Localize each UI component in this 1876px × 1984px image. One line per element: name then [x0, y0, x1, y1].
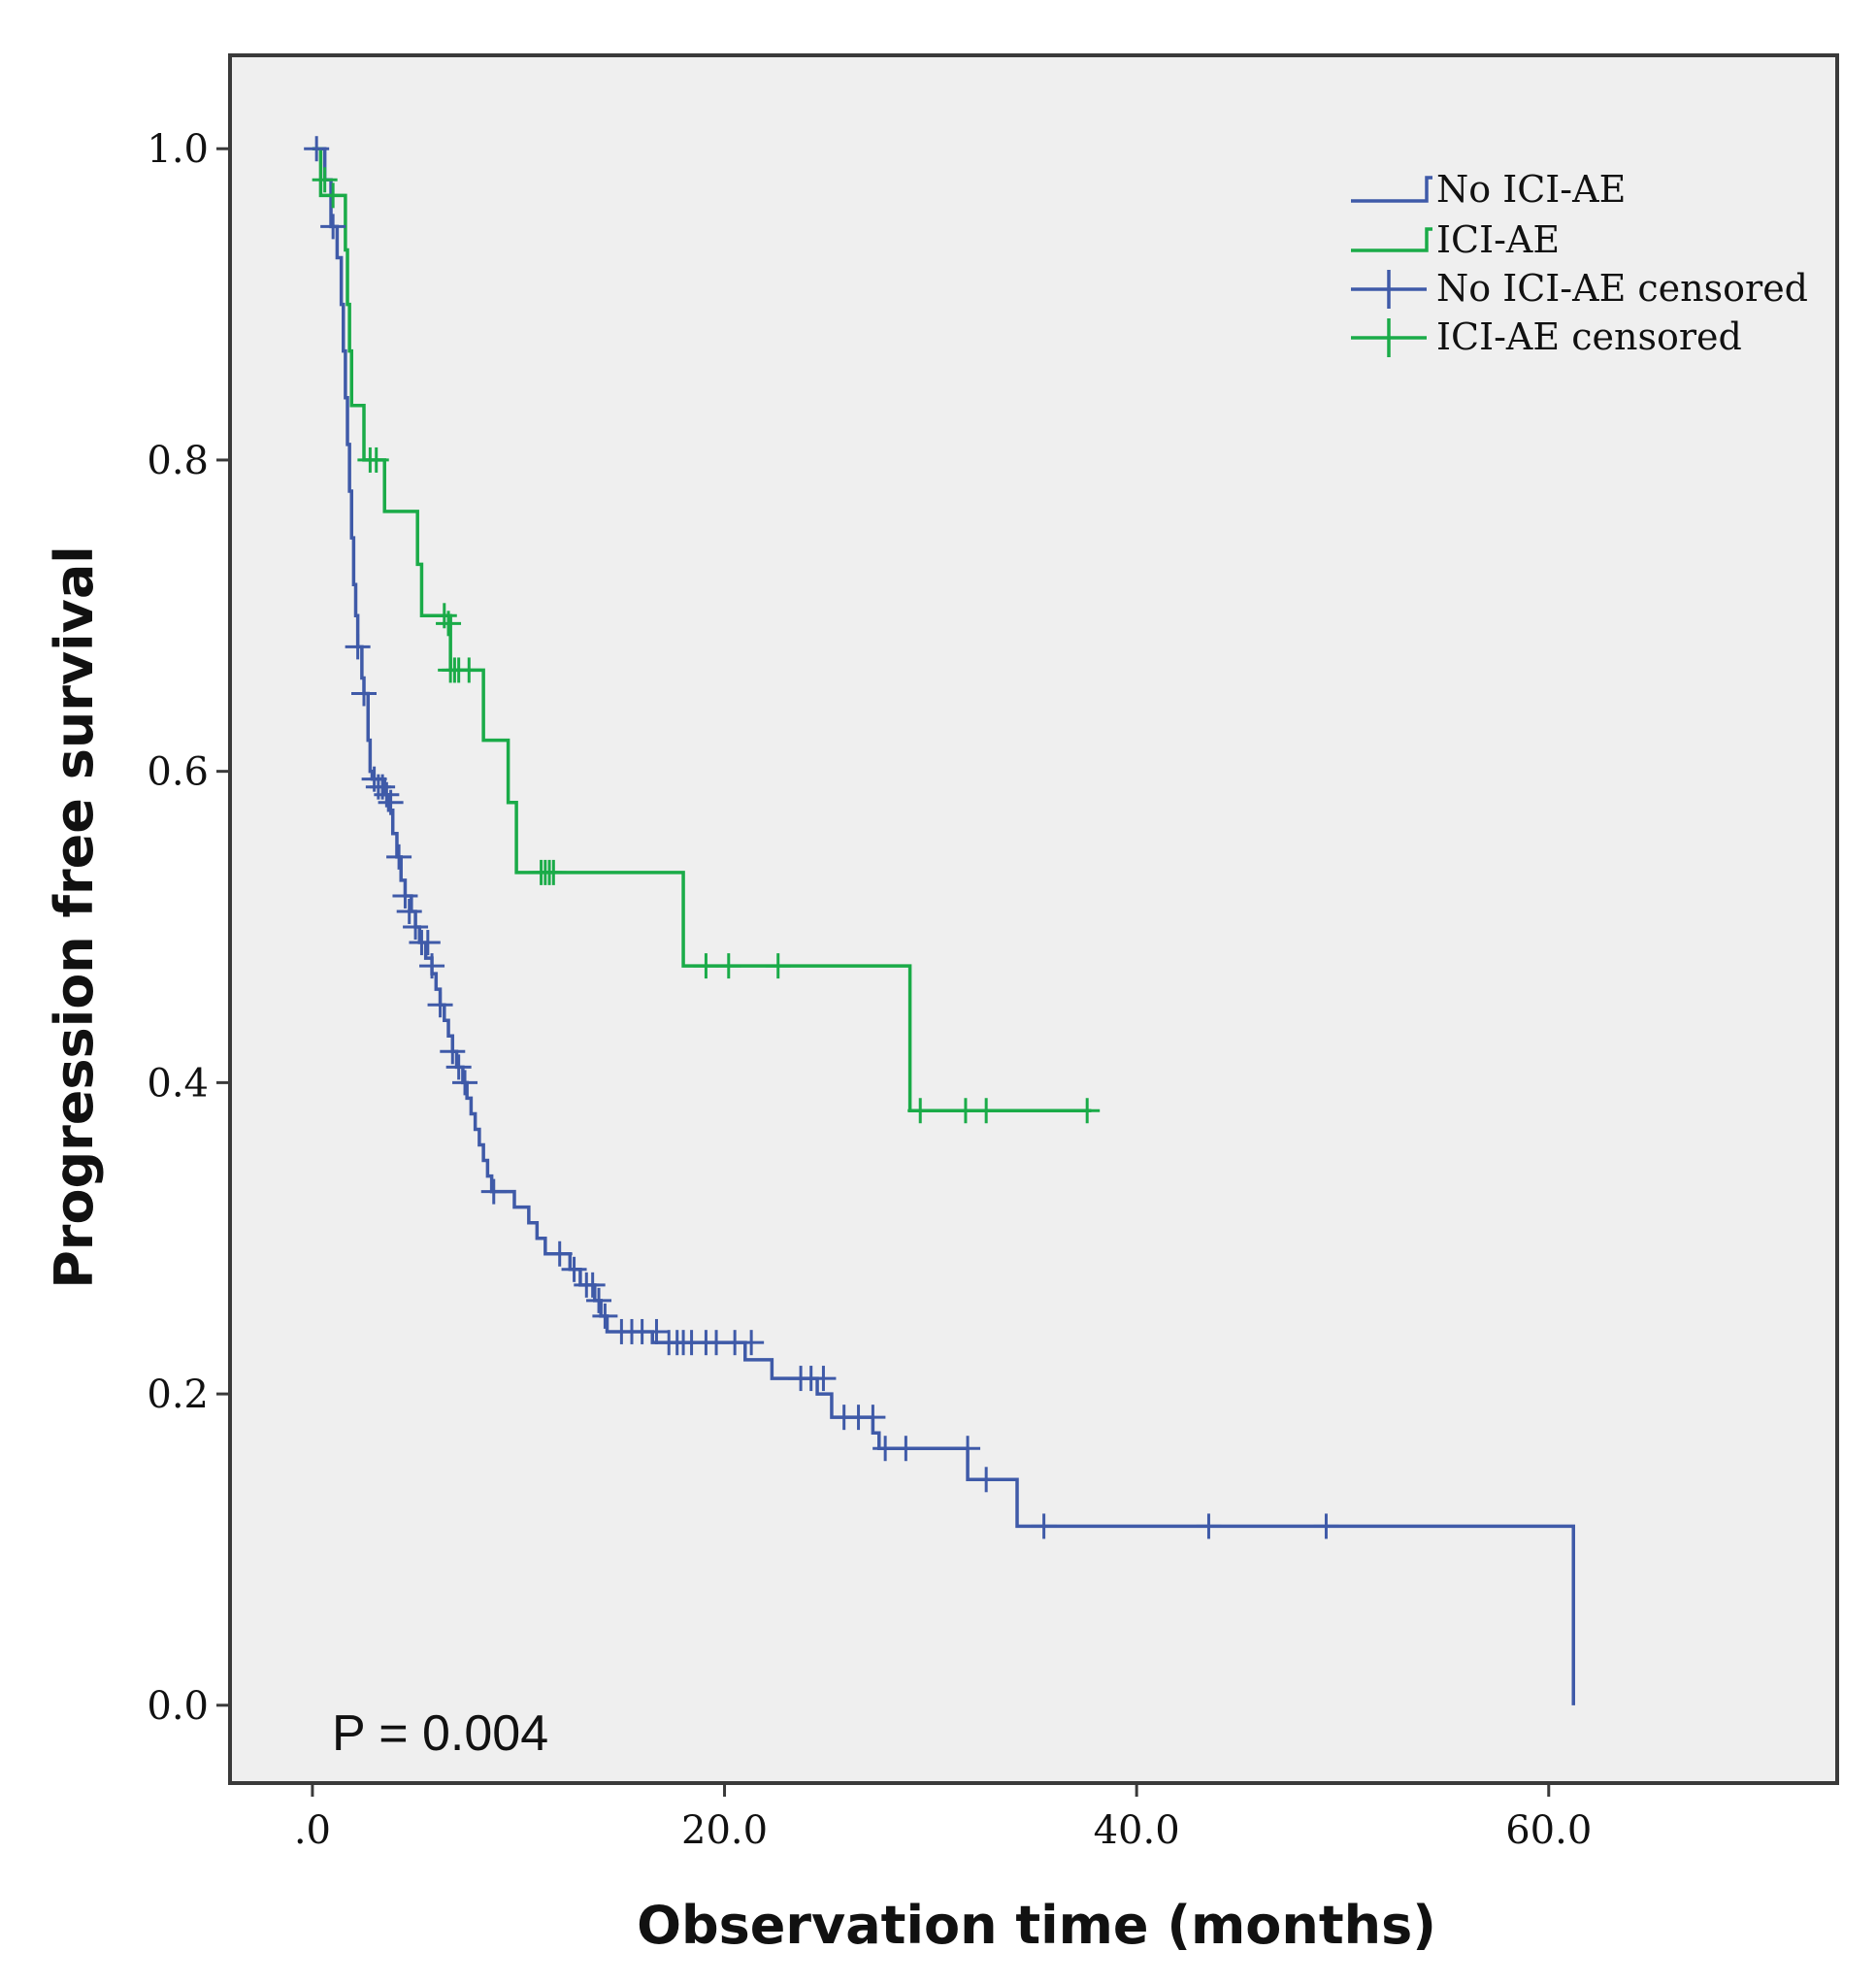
censor-mark-ici-ae: [907, 1098, 934, 1124]
x-tick-label: 20.0: [681, 1808, 768, 1853]
censor-mark-ici-ae: [436, 611, 462, 637]
legend-label-ici-ae-censored: ICI-AE censored: [1436, 315, 1742, 358]
y-tick-label: 0.4: [147, 1061, 209, 1106]
legend-label-ici-ae: ICI-AE: [1436, 218, 1560, 261]
y-tick-label: 0.8: [147, 439, 209, 483]
censor-mark-no-ici-ae: [592, 1303, 618, 1329]
censor-mark-no-ici-ae: [351, 680, 377, 707]
censor-mark-no-ici-ae: [403, 914, 429, 941]
legend-swatch-no-ici-ae-censored: [1351, 270, 1427, 309]
censor-mark-ici-ae: [541, 859, 567, 885]
censor-mark-no-ici-ae: [579, 1272, 606, 1298]
y-axis-title: Progression free survival: [44, 546, 105, 1289]
series-line-ici-ae: [312, 147, 1092, 1112]
censor-mark-no-ici-ae: [386, 843, 412, 870]
censor-mark-no-ici-ae: [546, 1240, 573, 1267]
censor-mark-no-ici-ae: [561, 1256, 587, 1282]
censor-mark-no-ici-ae: [452, 1070, 478, 1096]
x-tick-label: 40.0: [1094, 1808, 1180, 1853]
censor-mark-ici-ae: [765, 953, 791, 979]
censor-mark-no-ici-ae: [860, 1405, 886, 1431]
censor-mark-no-ici-ae: [396, 898, 422, 924]
censor-mark-no-ici-ae: [586, 1287, 612, 1313]
censor-mark-no-ici-ae: [440, 1039, 466, 1065]
censor-mark-ici-ae: [715, 953, 741, 979]
censor-mark-no-ici-ae: [955, 1436, 981, 1462]
censor-mark-ici-ae: [320, 182, 346, 209]
legend-label-no-ici-ae-censored: No ICI-AE censored: [1436, 267, 1808, 310]
censor-mark-no-ici-ae: [427, 992, 453, 1018]
legend-swatch-ici-ae-censored: [1351, 318, 1427, 357]
censor-mark-no-ici-ae: [1196, 1513, 1222, 1539]
censor-mark-ici-ae: [973, 1098, 1000, 1124]
censor-mark-no-ici-ae: [320, 214, 346, 240]
censor-mark-no-ici-ae: [1031, 1513, 1057, 1539]
y-tick-label: 1.0: [147, 127, 209, 172]
censor-mark-ici-ae: [363, 446, 389, 473]
y-tick-label: 0.6: [147, 750, 209, 795]
censor-mark-no-ici-ae: [345, 634, 371, 660]
censor-mark-no-ici-ae: [378, 789, 404, 815]
y-tick-label: 0.2: [147, 1372, 209, 1417]
plot-area: [228, 53, 1839, 1785]
censor-mark-no-ici-ae: [445, 1054, 472, 1080]
legend: No ICI-AE ICI-AE No ICI-AE censored ICI-…: [1351, 168, 1808, 358]
censor-mark-no-ici-ae: [480, 1178, 507, 1205]
censor-mark-no-ici-ae: [643, 1318, 670, 1344]
censor-mark-layer: [304, 136, 1339, 1539]
censor-mark-ici-ae: [456, 657, 482, 683]
p-value-annotation: P = 0.004: [332, 1705, 548, 1762]
legend-label-no-ici-ae: No ICI-AE: [1436, 168, 1626, 211]
censor-mark-no-ici-ae: [419, 953, 445, 979]
y-axis: 0.0 0.2 0.4 0.6 0.8 1.0: [147, 127, 230, 1729]
x-axis-title: Observation time (months): [637, 1895, 1436, 1956]
censor-mark-no-ici-ae: [810, 1366, 837, 1392]
censor-mark-ici-ae: [1074, 1098, 1101, 1124]
x-tick-label: 60.0: [1505, 1808, 1592, 1853]
censor-mark-no-ici-ae: [392, 882, 418, 909]
censor-mark-no-ici-ae: [414, 930, 441, 956]
x-tick-label: .0: [294, 1808, 331, 1853]
legend-swatch-no-ici-ae: [1351, 176, 1432, 203]
censor-mark-ici-ae: [693, 953, 719, 979]
censor-mark-no-ici-ae: [1313, 1513, 1339, 1539]
censor-mark-no-ici-ae: [739, 1330, 765, 1356]
censor-mark-no-ici-ae: [304, 136, 330, 162]
censor-mark-no-ici-ae: [973, 1467, 1000, 1493]
x-axis: .0 20.0 40.0 60.0: [294, 1783, 1592, 1853]
y-tick-label: 0.0: [147, 1684, 209, 1729]
censor-mark-ici-ae: [312, 167, 338, 193]
legend-swatch-ici-ae: [1351, 227, 1432, 252]
censor-mark-no-ici-ae: [893, 1436, 919, 1462]
